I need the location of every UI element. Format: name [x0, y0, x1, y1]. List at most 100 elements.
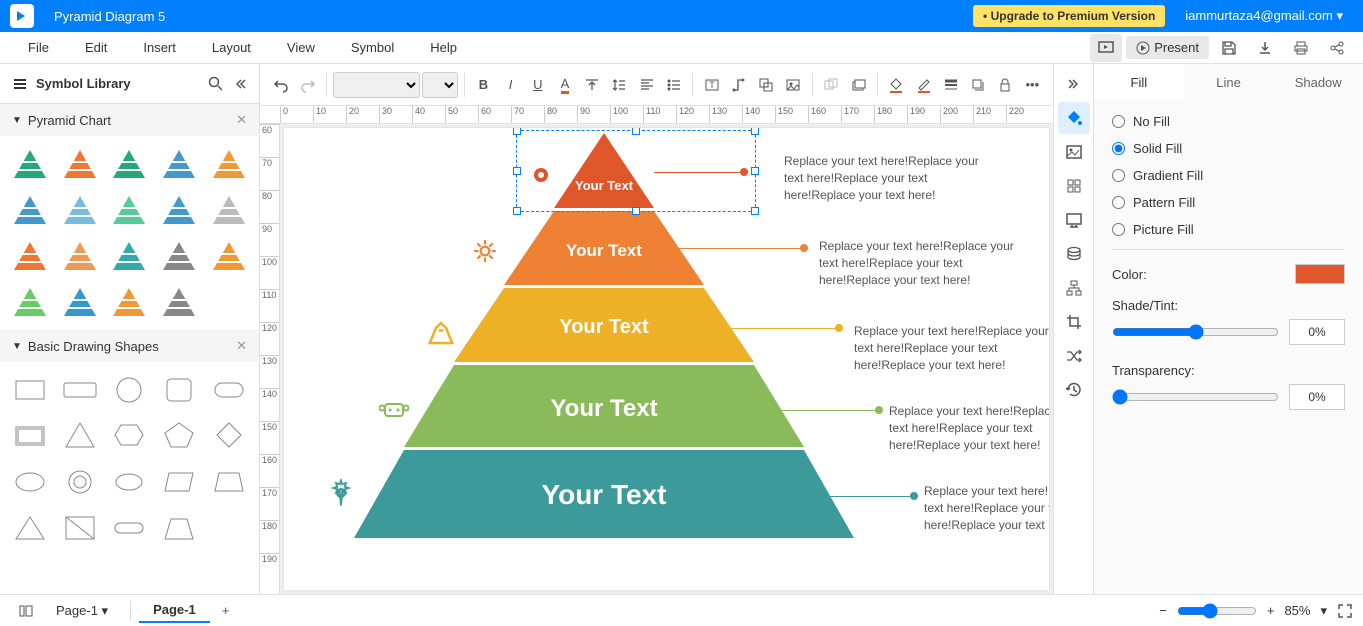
close-icon[interactable]: ✕	[236, 338, 247, 354]
menu-symbol[interactable]: Symbol	[333, 40, 412, 55]
canvas[interactable]: Your Text Your Text Your Text Your Text …	[284, 128, 1049, 590]
more-icon[interactable]: •••	[1020, 71, 1045, 99]
shade-slider[interactable]	[1112, 324, 1279, 340]
selection-box[interactable]	[516, 130, 756, 212]
shade-value[interactable]: 0%	[1289, 319, 1345, 345]
lock-icon[interactable]	[993, 71, 1018, 99]
pyramid-shape[interactable]	[58, 190, 102, 230]
text-box-icon[interactable]: T	[699, 71, 724, 99]
expand-icon[interactable]	[1058, 68, 1090, 100]
pyramid-shape[interactable]	[157, 144, 201, 184]
zoom-in-icon[interactable]: +	[1267, 603, 1275, 618]
pyramid-shape[interactable]	[58, 282, 102, 322]
zoom-value[interactable]: 85%	[1284, 603, 1310, 618]
align-top-icon[interactable]	[580, 71, 605, 99]
basic-shape[interactable]	[58, 462, 102, 502]
image-icon[interactable]	[781, 71, 806, 99]
pyramid-shape[interactable]	[8, 144, 52, 184]
layer-description[interactable]: Replace your text here!Replace your text…	[819, 238, 1019, 288]
group-icon[interactable]	[819, 71, 844, 99]
menu-help[interactable]: Help	[412, 40, 475, 55]
layers-tool-icon[interactable]	[1058, 238, 1090, 270]
basic-shape[interactable]	[157, 462, 201, 502]
menu-insert[interactable]: Insert	[125, 40, 194, 55]
menu-edit[interactable]: Edit	[67, 40, 125, 55]
font-color-icon[interactable]: A	[552, 71, 577, 99]
pyramid-shape[interactable]	[8, 282, 52, 322]
pyramid-shape[interactable]	[157, 236, 201, 276]
outline-icon[interactable]	[10, 597, 42, 625]
layer-description[interactable]: Replace your text here!Replace your text…	[854, 323, 1049, 373]
redo-icon[interactable]	[295, 71, 320, 99]
app-logo[interactable]	[10, 4, 34, 28]
basic-shape[interactable]	[58, 508, 102, 548]
basic-shape[interactable]	[108, 462, 152, 502]
basic-shape[interactable]	[157, 416, 201, 456]
connector-icon[interactable]	[726, 71, 751, 99]
pyramid-shape[interactable]	[8, 190, 52, 230]
bold-icon[interactable]: B	[471, 71, 496, 99]
arrange-icon[interactable]	[846, 71, 871, 99]
pyramid-shape[interactable]	[58, 236, 102, 276]
section-pyramid[interactable]: ▼Pyramid Chart✕	[0, 104, 259, 136]
basic-shape[interactable]	[108, 416, 152, 456]
line-style-icon[interactable]	[938, 71, 963, 99]
zoom-out-icon[interactable]: −	[1159, 603, 1167, 618]
basic-shape[interactable]	[8, 416, 52, 456]
pyramid-shape[interactable]	[207, 236, 251, 276]
pyramid-shape[interactable]	[157, 190, 201, 230]
line-color-icon[interactable]	[911, 71, 936, 99]
basic-shape[interactable]	[8, 462, 52, 502]
basic-shape[interactable]	[207, 370, 251, 410]
fill-option[interactable]: Pattern Fill	[1112, 195, 1345, 210]
layer-description[interactable]: Replace your text here!Replace your text…	[784, 153, 984, 203]
share-icon[interactable]	[1321, 34, 1353, 62]
slide-mode-icon[interactable]	[1090, 34, 1122, 62]
basic-shape[interactable]	[108, 370, 152, 410]
close-icon[interactable]: ✕	[236, 112, 247, 128]
download-icon[interactable]	[1249, 34, 1281, 62]
pyramid-shape[interactable]	[207, 282, 251, 322]
print-icon[interactable]	[1285, 34, 1317, 62]
basic-shape[interactable]	[157, 370, 201, 410]
basic-shape[interactable]	[207, 508, 251, 548]
color-swatch[interactable]	[1295, 264, 1345, 284]
present-button[interactable]: Present	[1126, 36, 1209, 59]
basic-shape[interactable]	[58, 370, 102, 410]
shadow-icon[interactable]	[965, 71, 990, 99]
search-icon[interactable]	[208, 76, 223, 91]
zoom-slider[interactable]	[1177, 603, 1257, 619]
pyramid-shape[interactable]	[108, 282, 152, 322]
tab-shadow[interactable]: Shadow	[1273, 64, 1363, 100]
image-tool-icon[interactable]	[1058, 136, 1090, 168]
basic-shape[interactable]	[8, 508, 52, 548]
grid-tool-icon[interactable]	[1058, 170, 1090, 202]
underline-icon[interactable]: U	[525, 71, 550, 99]
crop-tool-icon[interactable]	[1058, 306, 1090, 338]
shape1-icon[interactable]	[753, 71, 778, 99]
undo-icon[interactable]	[268, 71, 293, 99]
fullscreen-icon[interactable]	[1337, 603, 1353, 619]
fill-option[interactable]: Picture Fill	[1112, 222, 1345, 237]
tab-fill[interactable]: Fill	[1094, 64, 1184, 100]
menu-layout[interactable]: Layout	[194, 40, 269, 55]
pyramid-shape[interactable]	[207, 144, 251, 184]
bullets-icon[interactable]	[661, 71, 686, 99]
align-left-icon[interactable]	[634, 71, 659, 99]
italic-icon[interactable]: I	[498, 71, 523, 99]
hierarchy-tool-icon[interactable]	[1058, 272, 1090, 304]
basic-shape[interactable]	[108, 508, 152, 548]
pyramid-shape[interactable]	[108, 236, 152, 276]
layer-description[interactable]: Replace your text here!Replace your text…	[924, 483, 1049, 533]
page-selector[interactable]: Page-1 ▾	[42, 599, 122, 623]
fill-color-icon[interactable]	[884, 71, 909, 99]
menu-file[interactable]: File	[10, 40, 67, 55]
add-page-icon[interactable]: +	[210, 597, 242, 625]
layer-description[interactable]: Replace your text here!Replace your text…	[889, 403, 1049, 453]
fill-option[interactable]: Gradient Fill	[1112, 168, 1345, 183]
collapse-icon[interactable]	[233, 77, 247, 91]
page-tab[interactable]: Page-1	[139, 598, 210, 623]
fill-option[interactable]: Solid Fill	[1112, 141, 1345, 156]
transparency-slider[interactable]	[1112, 389, 1279, 405]
upgrade-button[interactable]: • Upgrade to Premium Version	[973, 5, 1165, 27]
